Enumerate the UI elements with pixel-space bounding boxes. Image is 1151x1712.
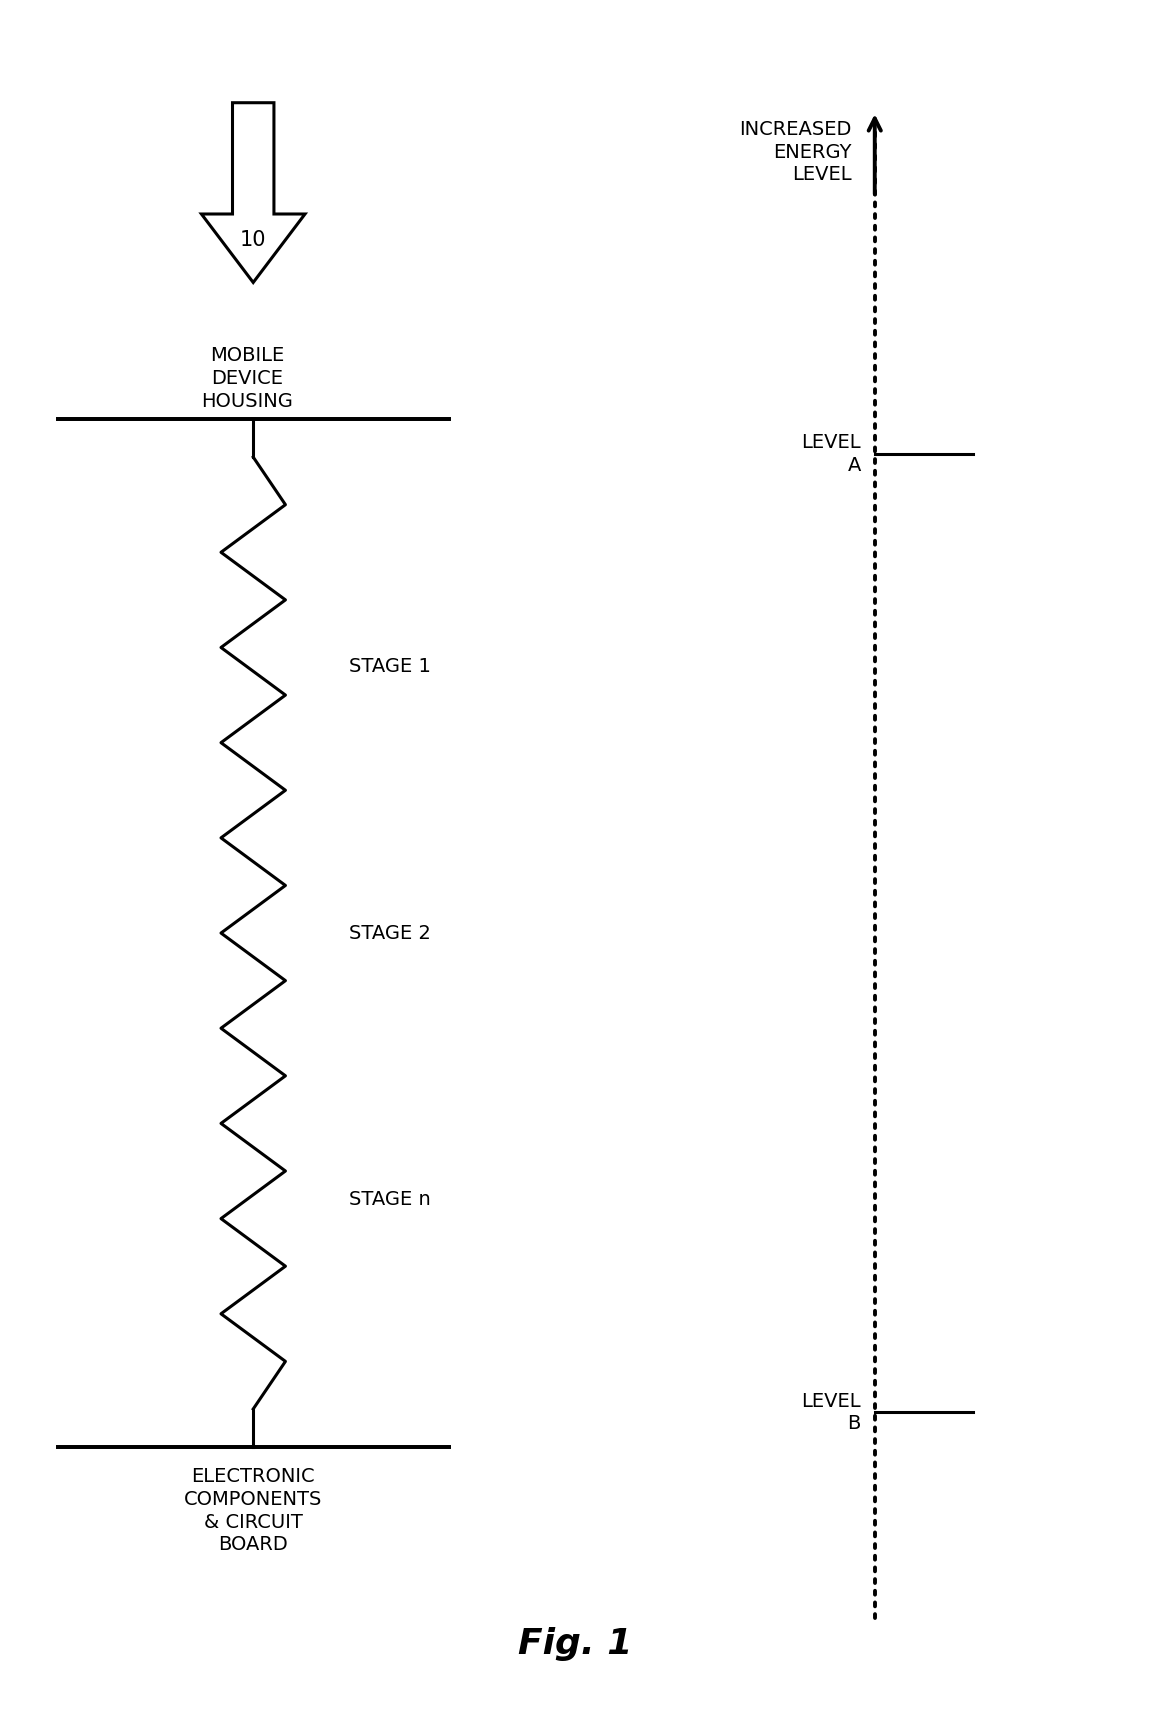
Text: STAGE 1: STAGE 1 — [349, 657, 430, 676]
Text: LEVEL
A: LEVEL A — [801, 433, 861, 474]
Text: 10: 10 — [239, 229, 267, 250]
Text: ELECTRONIC
COMPONENTS
& CIRCUIT
BOARD: ELECTRONIC COMPONENTS & CIRCUIT BOARD — [184, 1467, 322, 1554]
Text: MOBILE
DEVICE
HOUSING: MOBILE DEVICE HOUSING — [201, 346, 294, 411]
Text: Fig. 1: Fig. 1 — [518, 1626, 633, 1661]
Text: LEVEL
B: LEVEL B — [801, 1392, 861, 1433]
Text: STAGE n: STAGE n — [349, 1190, 430, 1209]
Text: INCREASED
ENERGY
LEVEL: INCREASED ENERGY LEVEL — [739, 120, 852, 185]
Text: STAGE 2: STAGE 2 — [349, 923, 430, 943]
